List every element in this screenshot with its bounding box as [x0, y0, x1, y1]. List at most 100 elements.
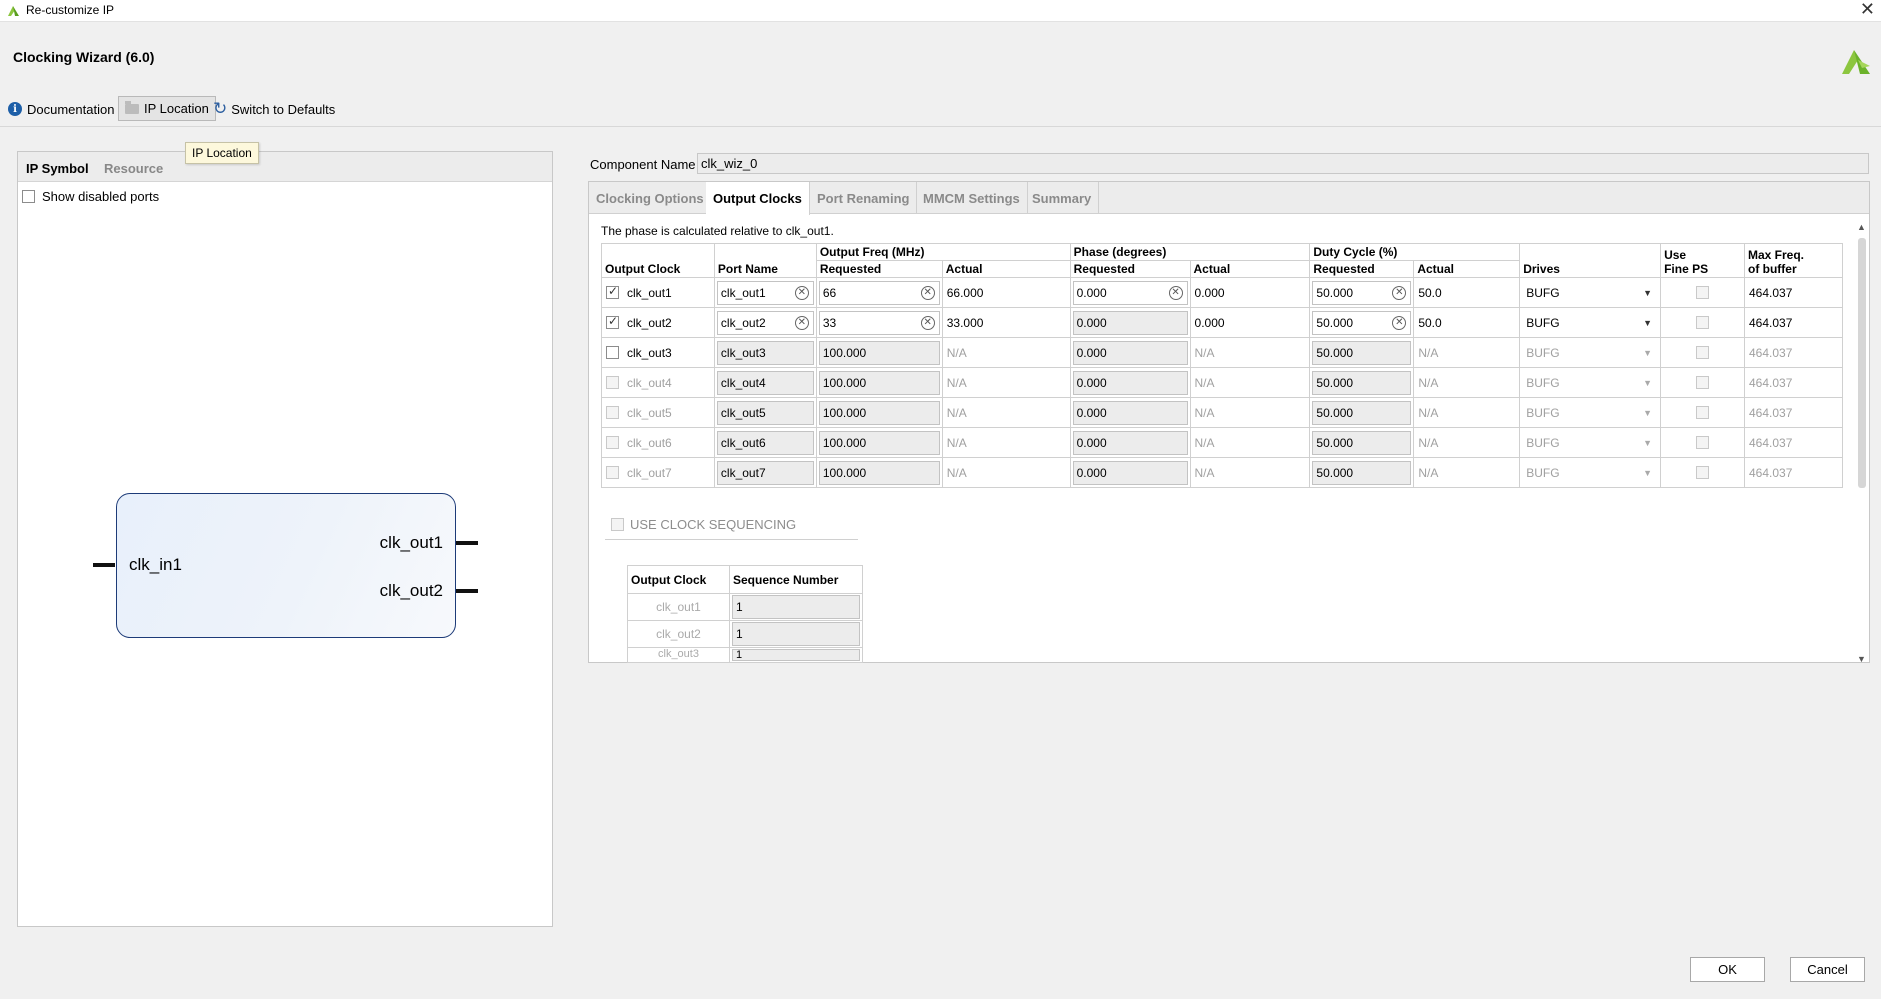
phase-requested-value: 0.000	[1076, 435, 1107, 450]
pin-clk-out2	[456, 589, 478, 593]
component-name-field[interactable]: clk_wiz_0	[697, 153, 1869, 174]
clear-icon[interactable]: ✕	[1392, 285, 1407, 300]
col-freq-requested: Requested	[815, 260, 943, 278]
clear-icon[interactable]: ✕	[1392, 315, 1407, 330]
phase-actual: N/A	[1189, 397, 1311, 428]
max-freq-value: 464.037	[1743, 427, 1844, 458]
phase-actual: N/A	[1189, 337, 1311, 368]
clk-out2-enable-checkbox[interactable]	[606, 314, 619, 329]
duty-requested-field[interactable]: 50.000 ✕	[1312, 280, 1412, 305]
phase-requested-value: 0.000	[1076, 375, 1107, 390]
phase-requested-field: 0.000	[1072, 310, 1188, 335]
sequence-number-field: 1	[732, 595, 860, 619]
clk-out3-enable-checkbox[interactable]	[606, 346, 619, 359]
tab-output-clocks[interactable]: Output Clocks	[706, 182, 810, 215]
cancel-button[interactable]: Cancel	[1790, 957, 1865, 982]
drives-dropdown: BUFG ▼	[1522, 376, 1658, 390]
use-clock-sequencing-label: USE CLOCK SEQUENCING	[630, 517, 797, 532]
phase-actual: 0.000	[1189, 277, 1311, 308]
freq-requested-value: 66	[822, 285, 837, 300]
checkbox[interactable]	[22, 190, 35, 203]
tab-mmcm-settings[interactable]: MMCM Settings	[916, 182, 1028, 214]
phase-actual: N/A	[1189, 367, 1311, 398]
phase-requested-field[interactable]: 0.000 ✕	[1072, 280, 1188, 305]
col-phase-requested: Requested	[1069, 260, 1191, 278]
phase-requested-field: 0.000	[1072, 460, 1188, 485]
window-title: Re-customize IP	[26, 3, 115, 17]
clk-out7-enable-checkbox	[606, 466, 619, 479]
documentation-button[interactable]: i Documentation	[8, 96, 114, 122]
ip-location-button[interactable]: IP Location	[118, 96, 216, 121]
chevron-up-icon[interactable]: ▲	[1857, 222, 1866, 232]
drives-value: BUFG	[1526, 375, 1560, 390]
max-freq-value: 464.037	[1743, 457, 1844, 488]
info-icon: i	[8, 102, 22, 116]
duty-actual: N/A	[1413, 337, 1521, 368]
duty-actual: N/A	[1413, 457, 1521, 488]
drives-dropdown[interactable]: BUFG ▼	[1522, 316, 1658, 330]
col-output-freq: Output Freq (MHz)	[815, 243, 1071, 261]
phase-requested-field: 0.000	[1072, 400, 1188, 425]
ok-button[interactable]: OK	[1690, 957, 1765, 982]
clear-icon[interactable]: ✕	[794, 285, 809, 300]
freq-actual: 33.000	[941, 307, 1071, 338]
freq-requested-value: 100.000	[822, 465, 867, 480]
freq-actual: N/A	[941, 397, 1071, 428]
duty-requested-value: 50.000	[1316, 465, 1354, 480]
duty-actual: 50.0	[1413, 307, 1521, 338]
col-max-freq-line1: Max Freq.	[1747, 248, 1804, 262]
clear-icon[interactable]: ✕	[920, 315, 935, 330]
table-row: clk_out6 clk_out6 100.000 N/A 0.000 N/A …	[601, 427, 1844, 458]
duty-requested-value: 50.000	[1316, 435, 1354, 450]
drives-dropdown: BUFG ▼	[1522, 346, 1658, 360]
duty-requested-field: 50.000	[1312, 460, 1412, 485]
port-name-field[interactable]: clk_out1 ✕	[716, 280, 814, 305]
clear-icon[interactable]: ✕	[794, 315, 809, 330]
table-row: clk_out7 clk_out7 100.000 N/A 0.000 N/A …	[601, 457, 1844, 488]
drives-dropdown[interactable]: BUFG ▼	[1522, 286, 1658, 300]
freq-requested-field[interactable]: 66 ✕	[818, 280, 940, 305]
freq-requested-field: 100.000	[818, 400, 940, 425]
freq-requested-field[interactable]: 33 ✕	[818, 310, 940, 335]
freq-actual: N/A	[941, 457, 1071, 488]
max-freq-value: 464.037	[1743, 367, 1844, 398]
drives-value: BUFG	[1526, 315, 1560, 330]
port-name-field[interactable]: clk_out2 ✕	[716, 310, 814, 335]
duty-actual: N/A	[1413, 427, 1521, 458]
tab-ip-symbol[interactable]: IP Symbol	[26, 161, 89, 176]
clk-out1-enable-checkbox[interactable]	[606, 284, 619, 299]
chevron-down-icon: ▼	[1643, 407, 1653, 418]
duty-requested-field[interactable]: 50.000 ✕	[1312, 310, 1412, 335]
tab-port-renaming[interactable]: Port Renaming	[810, 182, 918, 214]
clear-icon[interactable]: ✕	[920, 285, 935, 300]
drives-value: BUFG	[1526, 405, 1560, 420]
tab-clocking-options[interactable]: Clocking Options	[589, 182, 712, 214]
seq-clock: clk_out1	[627, 593, 730, 621]
config-tab-bar: Clocking Options Output Clocks Port Rena…	[589, 182, 1869, 215]
tab-summary[interactable]: Summary	[1025, 182, 1100, 214]
switch-to-defaults-label: Switch to Defaults	[231, 101, 336, 117]
clk-out2-label: clk_out2	[627, 315, 672, 330]
freq-actual: N/A	[941, 337, 1071, 368]
clear-icon[interactable]: ✕	[1168, 285, 1183, 300]
table-row: clk_out3 1	[627, 647, 863, 663]
use-fine-ps-checkbox[interactable]	[1696, 316, 1710, 329]
phase-actual: N/A	[1189, 427, 1311, 458]
col-use-fine-ps-line1: Use	[1664, 248, 1687, 262]
chevron-down-icon[interactable]: ▼	[1857, 654, 1866, 664]
vertical-scrollbar[interactable]: ▲ ▼	[1857, 222, 1867, 664]
freq-requested-value: 100.000	[822, 435, 867, 450]
show-disabled-ports-checkbox[interactable]: Show disabled ports	[22, 189, 159, 204]
show-disabled-ports-label: Show disabled ports	[42, 189, 160, 204]
use-fine-ps-checkbox[interactable]	[1696, 286, 1710, 299]
seq-clock: clk_out2	[627, 620, 730, 648]
duty-requested-value: 50.000	[1316, 285, 1354, 300]
table-row: clk_out4 clk_out4 100.000 N/A 0.000 N/A …	[601, 367, 1844, 398]
close-icon[interactable]: ✕	[1859, 0, 1875, 19]
switch-to-defaults-button[interactable]: ↻ Switch to Defaults	[213, 96, 335, 122]
port-name-field: clk_out3	[716, 340, 814, 365]
scrollbar-thumb[interactable]	[1858, 238, 1866, 488]
phase-requested-field: 0.000	[1072, 370, 1188, 395]
tab-resource[interactable]: Resource	[104, 161, 164, 176]
table-row: clk_out2 clk_out2 ✕ 33 ✕ 33.000 0.000 0.00…	[601, 307, 1844, 338]
